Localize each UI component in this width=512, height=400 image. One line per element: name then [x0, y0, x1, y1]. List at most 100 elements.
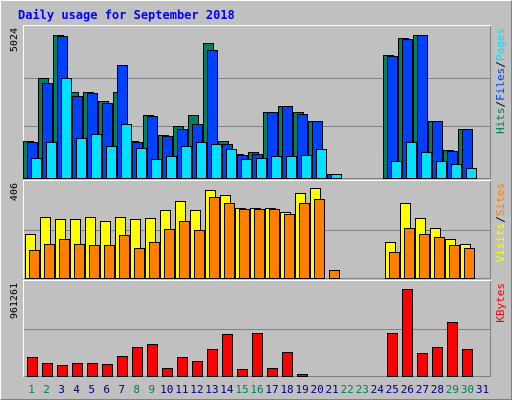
bar [421, 152, 432, 179]
day-label: 23 [356, 383, 369, 396]
bar [389, 252, 400, 279]
bar [162, 368, 173, 377]
bar [329, 270, 340, 279]
bar [106, 146, 117, 179]
bar [391, 161, 402, 179]
legend-entry: KBytes [494, 283, 507, 323]
bar [404, 228, 415, 279]
bar [387, 333, 398, 377]
bar [239, 209, 250, 279]
bar [387, 56, 398, 179]
bar [104, 245, 115, 279]
axis-max-label: 961261 [9, 283, 20, 319]
bar [59, 239, 70, 279]
bar [301, 155, 312, 179]
bar [252, 333, 263, 377]
bar [179, 221, 190, 279]
legend: Visits/Sites [494, 183, 507, 263]
day-label: 5 [88, 383, 95, 396]
day-label: 24 [371, 383, 385, 396]
bar [316, 149, 327, 179]
bar [436, 161, 447, 179]
day-label: 18 [280, 383, 293, 396]
bar [417, 353, 428, 377]
day-label: 4 [73, 383, 80, 396]
day-label: 14 [220, 383, 234, 396]
day-label: 15 [235, 383, 248, 396]
day-label: 19 [295, 383, 308, 396]
day-label: 16 [250, 383, 263, 396]
bar [151, 159, 162, 179]
bar [267, 368, 278, 377]
day-label: 9 [148, 383, 155, 396]
day-label: 1 [28, 383, 35, 396]
bar [226, 149, 237, 179]
axis-max-label: 406 [9, 183, 20, 201]
legend-entry: / [494, 61, 507, 68]
bar [207, 349, 218, 377]
day-label: 26 [401, 383, 414, 396]
day-label: 13 [205, 383, 218, 396]
day-label: 2 [43, 383, 50, 396]
bar [254, 209, 265, 279]
day-label: 29 [446, 383, 459, 396]
bar [192, 361, 203, 377]
day-label: 7 [118, 383, 125, 396]
bar [42, 363, 53, 377]
bar [447, 322, 458, 377]
bar [419, 234, 430, 279]
bar [271, 156, 282, 179]
day-label: 6 [103, 383, 110, 396]
series-pages [31, 78, 477, 179]
bar [164, 229, 175, 279]
bar [297, 374, 308, 377]
bar [314, 199, 325, 279]
bar [211, 144, 222, 179]
legend-entry: Pages [494, 28, 507, 61]
bar [46, 142, 57, 179]
bar [331, 174, 342, 179]
day-label: 30 [461, 383, 474, 396]
bar [237, 369, 248, 377]
day-label: 28 [431, 383, 444, 396]
legend-entry: / [494, 216, 507, 223]
bar [121, 124, 132, 179]
bar [74, 244, 85, 279]
bar [282, 352, 293, 377]
chart-title: Daily usage for September 2018 [18, 8, 235, 22]
bar [451, 164, 462, 179]
day-label: 8 [133, 383, 140, 396]
bar [87, 363, 98, 377]
bar [136, 148, 147, 179]
day-label: 22 [341, 383, 354, 396]
day-label: 3 [58, 383, 65, 396]
bar [119, 235, 130, 279]
bar [134, 248, 145, 279]
bar [299, 203, 310, 279]
series-sites [29, 197, 475, 279]
bar [72, 363, 83, 377]
bar [196, 142, 207, 179]
bar [241, 159, 252, 179]
bar [402, 289, 413, 377]
bar [147, 344, 158, 377]
day-label: 27 [416, 383, 429, 396]
bar [449, 245, 460, 279]
bar [44, 244, 55, 279]
bar [27, 357, 38, 377]
day-labels: 1 2 3 4 5 6 7 8 9 10 11 12 13 14 15 16 17 18 19 20 21 22 23 24 2… [28, 383, 489, 396]
bar [89, 245, 100, 279]
day-label: 17 [265, 383, 278, 396]
bar [466, 168, 477, 179]
bar [117, 356, 128, 377]
bar [284, 214, 295, 279]
day-label: 21 [326, 383, 339, 396]
bar [434, 237, 445, 279]
kbytes-panel: 961261 KBytes [9, 280, 507, 377]
series-kbytes [27, 289, 473, 377]
bar [132, 347, 143, 377]
day-label: 10 [160, 383, 173, 396]
bar [286, 156, 297, 179]
day-label: 20 [311, 383, 324, 396]
